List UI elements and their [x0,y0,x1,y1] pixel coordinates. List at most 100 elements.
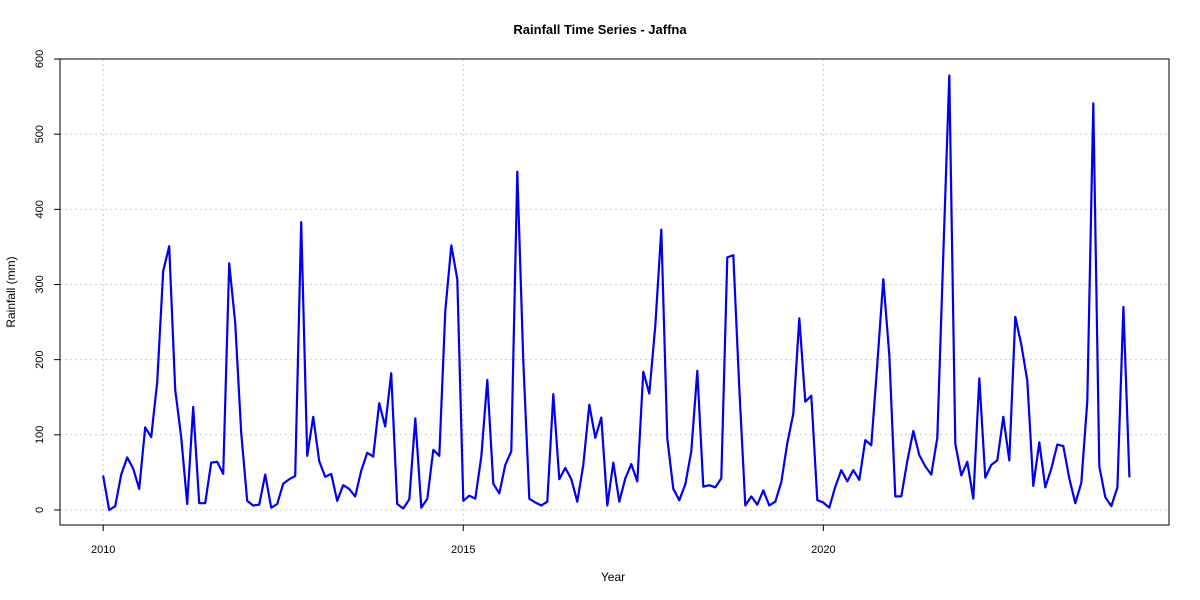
data-point [1086,400,1089,402]
data-point [996,459,999,462]
data-point [690,450,693,453]
data-point [1116,486,1119,489]
data-point [630,463,633,465]
data-point [282,482,285,485]
data-point [588,403,591,406]
data-point [144,426,146,429]
data-point [270,506,273,509]
data-point [102,475,104,477]
data-point [564,467,567,469]
data-point [354,495,357,498]
data-point [672,488,675,490]
data-point [948,74,951,77]
data-point [468,494,471,497]
data-point [594,437,597,439]
data-point [372,455,375,458]
data-point [1002,416,1005,418]
data-point [720,477,723,480]
data-point [774,500,777,503]
data-point [798,317,801,320]
data-point [546,500,549,503]
axes: 0 100 200 300 400 500 600 2010 2015 2020 [34,50,836,556]
data-point [576,500,579,503]
data-point [390,372,393,375]
data-point [240,431,242,434]
data-point [990,464,993,466]
data-point [450,244,453,247]
data-point [642,370,645,373]
data-point [1062,445,1065,447]
data-point [882,278,885,281]
data-point [276,503,279,505]
data-point [456,278,459,281]
data-point [186,503,188,505]
data-point [1080,482,1083,484]
data-point [516,170,519,173]
y-tick-label: 200 [34,350,46,368]
data-point [330,473,333,475]
data-point [834,485,837,488]
data-point [582,464,585,466]
data-point [894,495,897,498]
data-point [1128,476,1131,478]
series [102,74,1131,512]
data-point [228,262,230,265]
data-point [318,460,321,462]
x-tick-label: 2015 [451,544,475,556]
data-point [1110,505,1113,508]
series-line [102,74,1131,512]
data-point [780,481,783,484]
data-point [1020,343,1023,346]
data-point [852,469,855,471]
data-point [918,454,921,456]
data-point [828,506,831,509]
data-point [150,436,152,438]
data-point [288,478,291,481]
data-point [1068,477,1071,480]
data-point [162,270,164,272]
data-point [306,455,309,457]
data-point [1122,306,1125,308]
data-point [954,443,957,445]
data-point [360,470,363,472]
data-point [930,473,933,476]
y-tick-label: 0 [34,507,46,513]
data-point [342,484,345,487]
data-point [324,476,327,478]
data-point [492,482,495,485]
data-point [702,485,705,488]
data-point [1098,465,1101,468]
data-point [120,473,122,476]
data-point [684,483,687,486]
data-point [654,325,657,327]
data-point [1050,467,1053,470]
data-point [762,489,765,492]
plot-frame [59,58,1170,526]
data-point [906,460,909,462]
data-point [870,444,873,447]
data-point [786,442,789,444]
data-point [912,430,915,432]
data-point [756,503,759,506]
data-point [294,475,297,477]
data-point [726,256,729,259]
data-point [438,455,441,457]
grid [60,58,1169,525]
data-point [744,504,747,507]
y-tick-label: 400 [34,200,46,218]
data-point [384,425,387,428]
data-point [822,501,825,504]
data-point [264,473,267,476]
data-point [444,310,447,312]
data-point [900,495,903,498]
data-point [336,500,339,502]
data-point [558,478,561,481]
data-point [258,503,261,506]
data-point [792,413,795,415]
y-tick-label: 500 [34,125,46,143]
data-point [300,221,303,223]
data-point [810,394,813,397]
data-point [606,504,609,507]
data-point [714,486,717,489]
data-point [840,469,843,471]
